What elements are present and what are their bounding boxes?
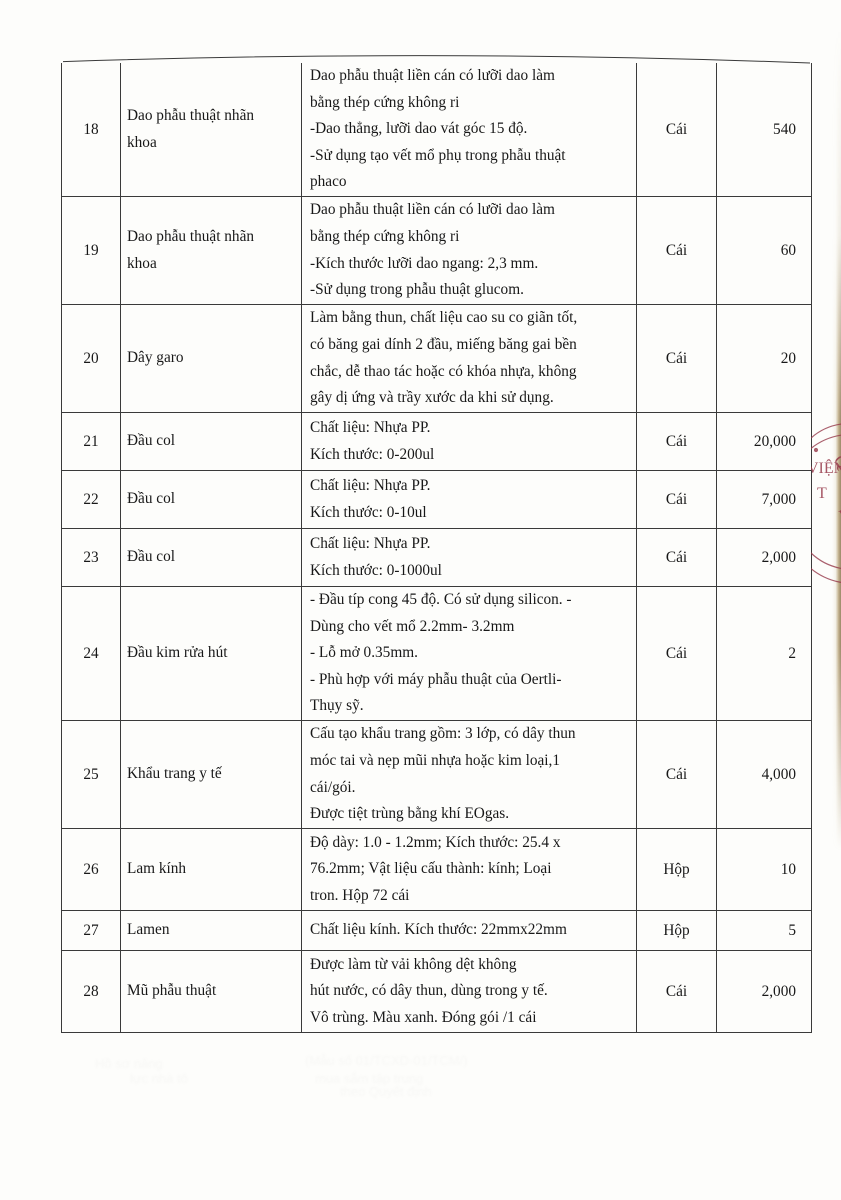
svg-text:(Mẫu số 01/TCXD-01/TCM/): (Mẫu số 01/TCXD-01/TCM/)	[305, 1053, 468, 1068]
svg-text:Hồ sơ năng: Hồ sơ năng	[95, 1056, 163, 1071]
svg-text:mua sắm tập trung: mua sắm tập trung	[315, 1071, 423, 1086]
svg-text:H: H	[837, 504, 841, 525]
svg-text:T: T	[817, 485, 827, 502]
svg-text:theo Quyết định: theo Quyết định	[340, 1084, 432, 1099]
svg-text:Q: Q	[830, 452, 841, 472]
svg-text:lực nhà tô: lực nhà tô	[130, 1071, 188, 1086]
svg-text:VIỆN: VIỆN	[811, 458, 841, 477]
